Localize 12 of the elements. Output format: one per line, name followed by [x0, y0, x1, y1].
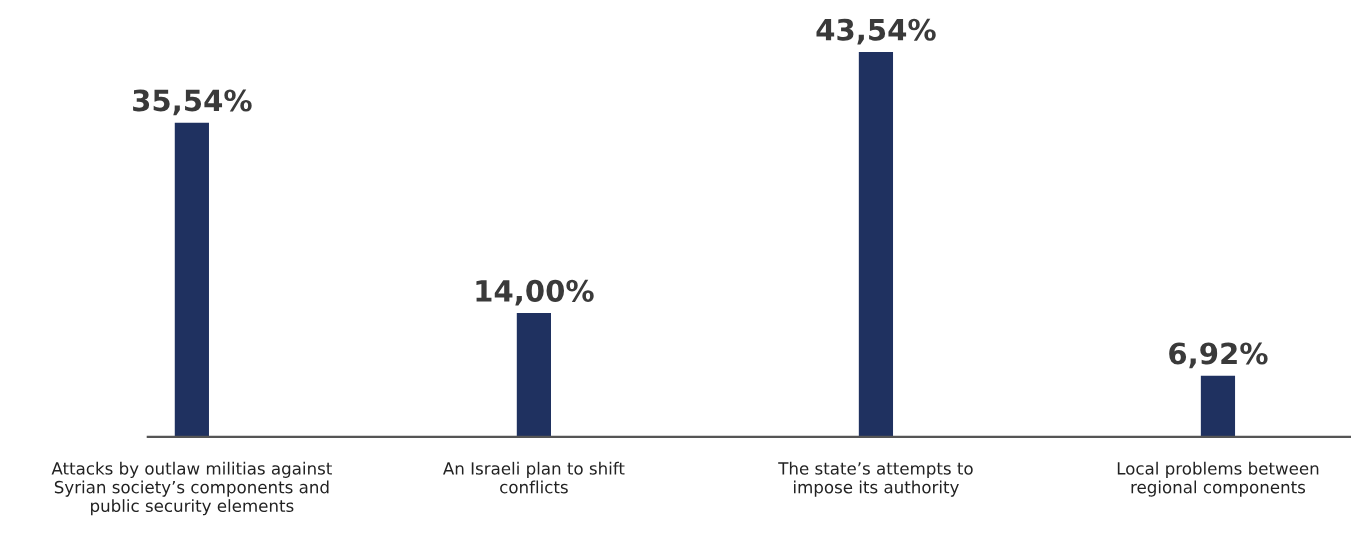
bar: [174, 122, 209, 437]
data-label: 14,00%: [476, 279, 594, 306]
bar: [516, 313, 551, 437]
x-tick-label: The state’s attempts to impose its authority: [778, 461, 973, 497]
x-tick-label: Local problems between regional components: [1117, 461, 1319, 497]
data-label: 35,54%: [133, 89, 252, 116]
x-tick-label: An Israeli plan to shift conflicts: [443, 461, 625, 494]
data-label: 43,54%: [816, 18, 936, 45]
bar: [1200, 375, 1236, 437]
x-tick-label: Attacks by outlaw militias against Syrian society’s components and public security elements: [51, 461, 332, 516]
bar: [858, 51, 894, 437]
data-label: 6,92%: [1169, 342, 1268, 369]
